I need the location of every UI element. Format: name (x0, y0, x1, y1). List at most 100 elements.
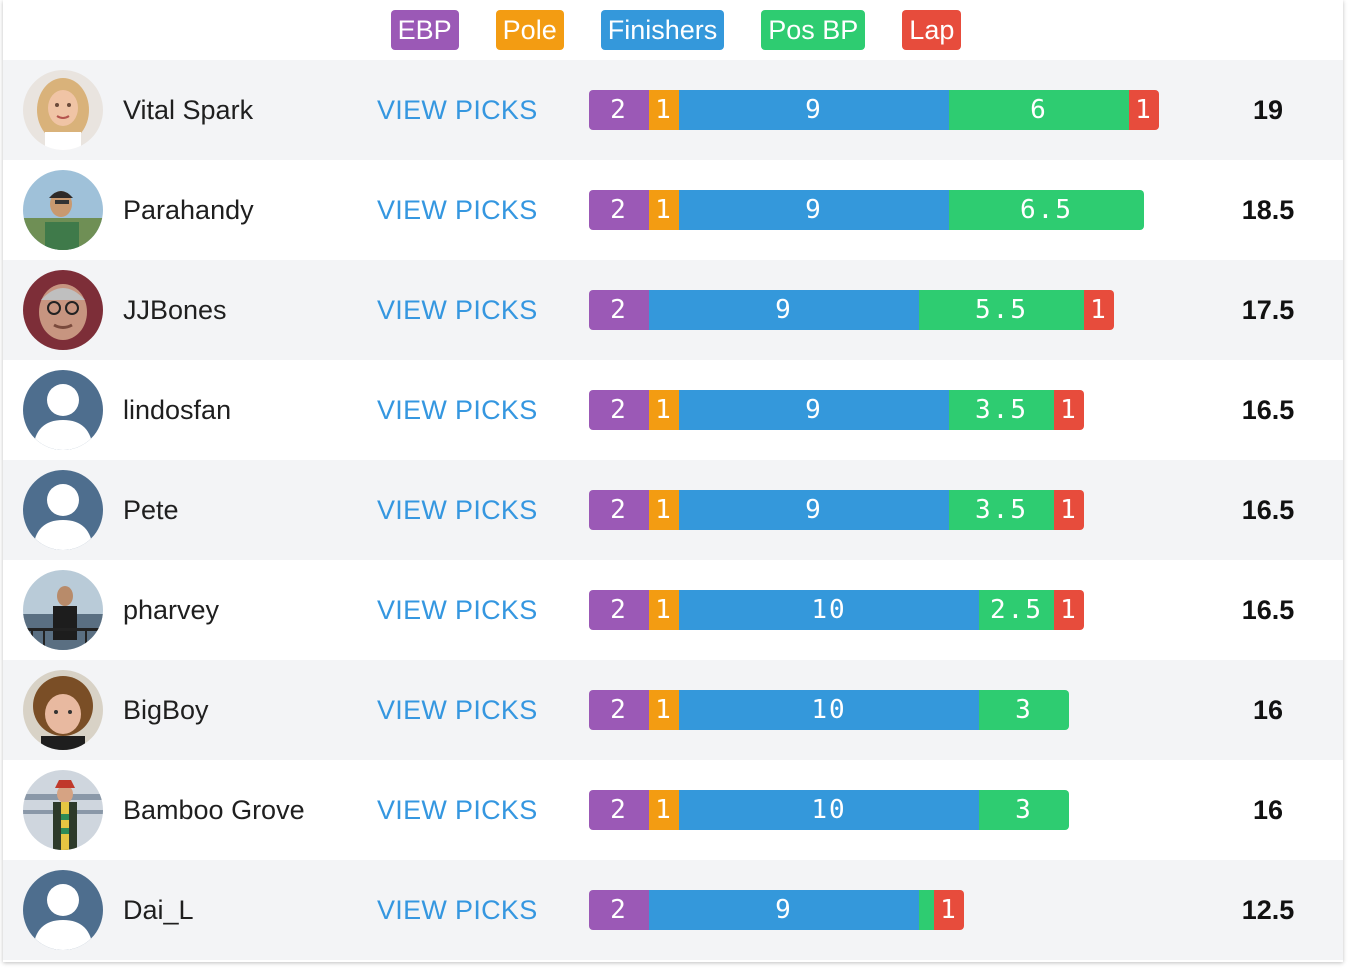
legend-posbp: Pos BP (761, 10, 866, 50)
score-segment-posbp: 6 (949, 90, 1129, 130)
player-name: Vital Spark (123, 95, 254, 125)
leaderboard-card: EBP Pole Finishers Pos BP Lap Vital Spark VIE… (3, 0, 1343, 962)
score-segment-ebp: 2 (589, 190, 649, 230)
score-bar: 2 1 10 2.5 1 (589, 590, 1084, 630)
leaderboard-row: BigBoy VIEW PICKS 2 1 10 3 16 (3, 660, 1343, 760)
score-segment-pole: 1 (649, 390, 679, 430)
legend-ebp: EBP (390, 10, 459, 50)
score-segment-lap: 1 (1084, 290, 1114, 330)
leaderboard-row: Pete VIEW PICKS 2 1 9 3.5 1 16.5 (3, 460, 1343, 560)
score-segment-posbp: 2.5 (979, 590, 1054, 630)
leaderboard-row: pharvey VIEW PICKS 2 1 10 2.5 1 16.5 (3, 560, 1343, 660)
view-picks-link[interactable]: VIEW PICKS (377, 595, 538, 625)
score-segment-ebp: 2 (589, 390, 649, 430)
player-name: JJBones (123, 295, 227, 325)
player-name: lindosfan (123, 395, 232, 425)
score-segment-lap: 1 (1054, 590, 1084, 630)
score-segment-pole: 1 (649, 690, 679, 730)
score-segment-pole: 1 (649, 790, 679, 830)
score-bar: 2 1 9 3.5 1 (589, 490, 1084, 530)
score-segment-lap: 1 (934, 890, 964, 930)
player-total: 16 (1252, 795, 1284, 825)
score-segment-finishers: 9 (679, 190, 949, 230)
score-segment-pole: 1 (649, 190, 679, 230)
leaderboard-rows: Vital Spark VIEW PICKS 2 1 9 6 1 19 Parahandy VIE… (3, 60, 1343, 960)
avatar (23, 70, 103, 150)
player-name: Bamboo Grove (123, 795, 305, 825)
avatar (23, 270, 103, 350)
leaderboard-row: Vital Spark VIEW PICKS 2 1 9 6 1 19 (3, 60, 1343, 160)
score-segment-lap: 1 (1054, 390, 1084, 430)
view-picks-link[interactable]: VIEW PICKS (377, 495, 538, 525)
view-picks-link[interactable]: VIEW PICKS (377, 95, 538, 125)
leaderboard-row: lindosfan VIEW PICKS 2 1 9 3.5 1 16.5 (3, 360, 1343, 460)
score-bar: 2 1 9 6.5 (589, 190, 1144, 230)
score-bar: 2 1 9 3.5 1 (589, 390, 1084, 430)
player-total: 16.5 (1241, 395, 1295, 425)
legend-pole: Pole (495, 10, 564, 50)
default-avatar-icon (23, 370, 103, 450)
player-name: pharvey (123, 595, 220, 625)
score-segment-posbp: 5.5 (919, 290, 1084, 330)
score-segment-finishers: 9 (679, 490, 949, 530)
avatar (23, 670, 103, 750)
score-segment-pole: 1 (649, 490, 679, 530)
score-segment-lap: 1 (1054, 490, 1084, 530)
avatar (23, 770, 103, 850)
view-picks-link[interactable]: VIEW PICKS (377, 395, 538, 425)
avatar (23, 170, 103, 250)
score-segment-ebp: 2 (589, 690, 649, 730)
player-name: BigBoy (123, 695, 209, 725)
score-segment-finishers: 10 (679, 790, 979, 830)
score-segment-ebp: 2 (589, 590, 649, 630)
leaderboard-row: Parahandy VIEW PICKS 2 1 9 6.5 18.5 (3, 160, 1343, 260)
score-bar: 2 9 5.5 1 (589, 290, 1114, 330)
leaderboard-row: Bamboo Grove VIEW PICKS 2 1 10 3 16 (3, 760, 1343, 860)
player-name: Parahandy (123, 195, 254, 225)
player-total: 16.5 (1241, 595, 1295, 625)
default-avatar-icon (23, 470, 103, 550)
view-picks-link[interactable]: VIEW PICKS (377, 195, 538, 225)
score-segment-finishers: 9 (649, 890, 919, 930)
score-segment-posbp: 3 (979, 690, 1069, 730)
score-segment-lap: 1 (1129, 90, 1159, 130)
default-avatar-icon (23, 870, 103, 950)
score-legend: EBP Pole Finishers Pos BP Lap (3, 0, 1343, 60)
score-segment-ebp: 2 (589, 790, 649, 830)
score-segment-finishers: 10 (679, 690, 979, 730)
score-segment-finishers: 9 (649, 290, 919, 330)
view-picks-link[interactable]: VIEW PICKS (377, 795, 538, 825)
view-picks-link[interactable]: VIEW PICKS (377, 895, 538, 925)
player-total: 16.5 (1241, 495, 1295, 525)
view-picks-link[interactable]: VIEW PICKS (377, 295, 538, 325)
score-segment-posbp: 3.5 (949, 490, 1054, 530)
score-bar: 2 1 10 3 (589, 790, 1069, 830)
player-total: 12.5 (1241, 895, 1295, 925)
view-picks-link[interactable]: VIEW PICKS (377, 695, 538, 725)
score-segment-ebp: 2 (589, 890, 649, 930)
player-name: Dai_L (123, 895, 194, 925)
player-total: 17.5 (1241, 295, 1295, 325)
score-segment-posbp (919, 890, 934, 930)
score-segment-posbp: 3.5 (949, 390, 1054, 430)
player-total: 18.5 (1241, 195, 1295, 225)
score-segment-ebp: 2 (589, 490, 649, 530)
score-segment-finishers: 9 (679, 390, 949, 430)
player-total: 16 (1252, 695, 1284, 725)
legend-lap: Lap (902, 10, 962, 50)
avatar (23, 570, 103, 650)
score-segment-pole: 1 (649, 590, 679, 630)
score-segment-finishers: 10 (679, 590, 979, 630)
score-segment-ebp: 2 (589, 290, 649, 330)
score-segment-pole: 1 (649, 90, 679, 130)
leaderboard-row: JJBones VIEW PICKS 2 9 5.5 1 17.5 (3, 260, 1343, 360)
player-total: 19 (1252, 95, 1284, 125)
score-segment-posbp: 3 (979, 790, 1069, 830)
legend-finishers: Finishers (600, 10, 725, 50)
score-segment-posbp: 6.5 (949, 190, 1144, 230)
player-name: Pete (123, 495, 179, 525)
score-segment-ebp: 2 (589, 90, 649, 130)
score-segment-finishers: 9 (679, 90, 949, 130)
